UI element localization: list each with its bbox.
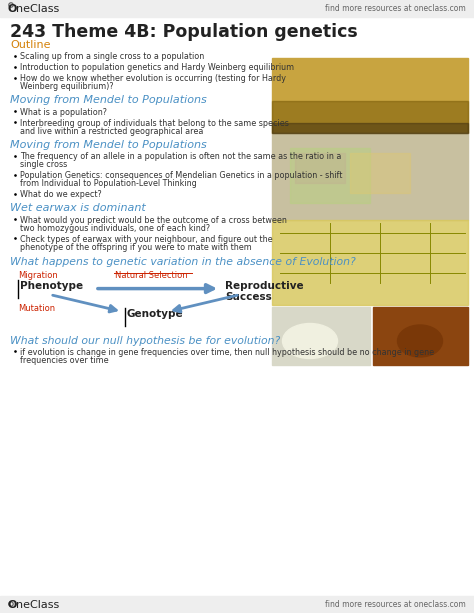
Text: neClass: neClass	[16, 4, 59, 13]
Text: Weinberg equilibrium)?: Weinberg equilibrium)?	[20, 82, 114, 91]
Bar	[350, 153, 410, 193]
Bar	[0, 596, 474, 613]
Bar	[373, 307, 468, 365]
Text: Check types of earwax with your neighbour, and figure out the: Check types of earwax with your neighbou…	[20, 235, 273, 243]
Text: find more resources at oneclass.com: find more resources at oneclass.com	[325, 600, 466, 609]
Text: from Individual to Population-Level Thinking: from Individual to Population-Level Thin…	[20, 179, 197, 188]
Text: What do we expect?: What do we expect?	[20, 190, 102, 199]
Text: Phenotype: Phenotype	[20, 281, 83, 291]
Bar	[0, 0, 474, 17]
Text: How do we know whether evolution is occurring (testing for Hardy: How do we know whether evolution is occu…	[20, 74, 286, 83]
Text: Reproductive
Success: Reproductive Success	[225, 281, 304, 302]
Bar	[272, 220, 468, 305]
Bar	[272, 307, 370, 365]
Text: Genotype: Genotype	[127, 308, 183, 319]
Text: frequencies over time: frequencies over time	[20, 356, 109, 365]
Text: Natural Selection: Natural Selection	[115, 270, 188, 280]
Bar	[272, 133, 468, 220]
Text: Population Genetics: consequences of Mendelian Genetics in a population - shift: Population Genetics: consequences of Men…	[20, 171, 342, 180]
Text: What would you predict would be the outcome of a cross between: What would you predict would be the outc…	[20, 216, 287, 224]
Text: Introduction to population genetics and Hardy Weinberg equilibrium: Introduction to population genetics and …	[20, 63, 294, 72]
Text: if evolution is change in gene frequencies over time, then null hypothesis shoul: if evolution is change in gene frequenci…	[20, 348, 434, 357]
Ellipse shape	[398, 325, 443, 357]
Text: Wet earwax is dominant: Wet earwax is dominant	[10, 203, 146, 213]
Bar	[272, 123, 468, 133]
Ellipse shape	[283, 324, 337, 359]
Text: Migration: Migration	[18, 270, 58, 280]
Text: two homozygous individuals, one of each kind?: two homozygous individuals, one of each …	[20, 224, 210, 232]
Text: neClass: neClass	[16, 600, 59, 609]
Text: Scaling up from a single cross to a population: Scaling up from a single cross to a popu…	[20, 52, 204, 61]
Text: find more resources at oneclass.com: find more resources at oneclass.com	[325, 4, 466, 13]
Text: Outline: Outline	[10, 40, 51, 50]
Text: O: O	[8, 600, 18, 609]
Text: phenotype of the offspring if you were to mate with them: phenotype of the offspring if you were t…	[20, 243, 252, 251]
Bar	[272, 101, 468, 133]
Text: Moving from Mendel to Populations: Moving from Mendel to Populations	[10, 96, 207, 105]
Text: Mutation: Mutation	[18, 303, 55, 313]
Text: What should our null hypothesis be for evolution?: What should our null hypothesis be for e…	[10, 335, 280, 346]
Text: single cross: single cross	[20, 160, 67, 169]
Text: O: O	[8, 4, 18, 13]
Bar	[272, 58, 468, 133]
Text: 243 Theme 4B: Population genetics: 243 Theme 4B: Population genetics	[10, 23, 358, 41]
Text: Interbreeding group of individuals that belong to the same species: Interbreeding group of individuals that …	[20, 119, 289, 128]
Bar	[290, 148, 370, 203]
Text: and live within a restricted geographical area: and live within a restricted geographica…	[20, 127, 203, 136]
Text: What happens to genetic variation in the absence of Evolution?: What happens to genetic variation in the…	[10, 257, 356, 267]
Text: What is a population?: What is a population?	[20, 108, 107, 117]
Text: Moving from Mendel to Populations: Moving from Mendel to Populations	[10, 140, 207, 150]
Bar	[295, 153, 345, 183]
Text: The frequency of an allele in a population is often not the same as the ratio in: The frequency of an allele in a populati…	[20, 152, 341, 161]
